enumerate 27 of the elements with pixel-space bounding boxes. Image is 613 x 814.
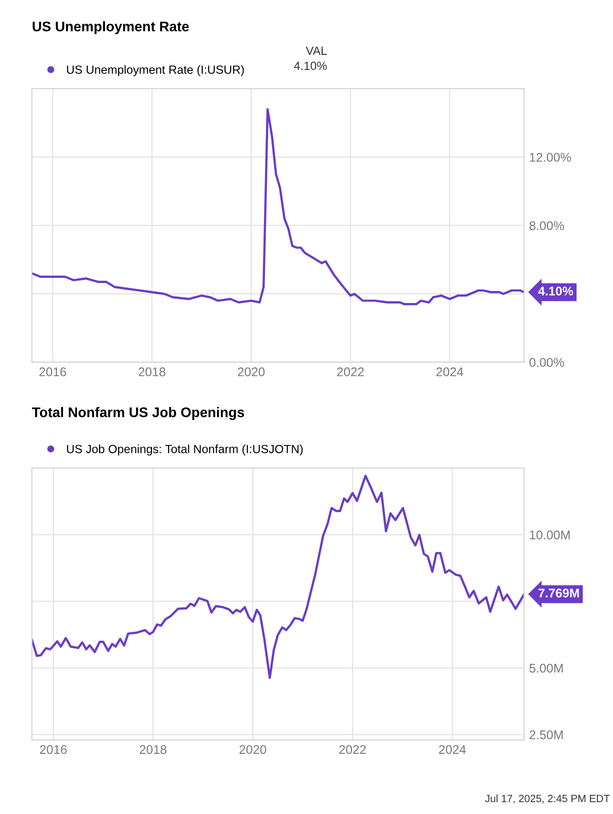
legend-label: US Unemployment Rate (I:USUR)	[67, 65, 244, 76]
x-tick-label: 2020	[238, 367, 265, 376]
x-tick-label: 2022	[339, 745, 366, 754]
text: Jul 17, 2025, 2:45 PM EDT	[485, 794, 610, 804]
x-tick-label: 2016	[40, 745, 67, 754]
legend-label: US Job Openings: Total Nonfarm (I:USJOTN)	[67, 444, 303, 456]
x-tick-label: 2020	[240, 745, 266, 754]
y-tick-label: 5.00M	[529, 664, 563, 673]
x-tick-label: 2022	[337, 367, 364, 376]
chart-title: US Unemployment Rate	[32, 21, 189, 34]
y-tick-label: 0.00%	[529, 358, 564, 367]
y-tick-label: 10.00M	[530, 530, 570, 540]
text: 4.10%	[294, 62, 327, 70]
x-tick-label: 2024	[436, 367, 464, 376]
x-tick-label: 2018	[138, 367, 166, 376]
x-tick-label: 2018	[140, 745, 166, 754]
text: VAL	[306, 46, 327, 55]
annotation: 4.10%	[538, 286, 574, 296]
y-tick-label: 2.50M	[530, 730, 563, 740]
x-tick-label: 2016	[39, 367, 66, 376]
y-tick-label: 12.00%	[530, 152, 571, 162]
chart-title: Total Nonfarm US Job Openings	[32, 407, 244, 420]
y-tick-label: 8.00%	[530, 221, 564, 230]
line-series	[32, 108, 524, 306]
line-series	[32, 474, 524, 679]
x-tick-label: 2024	[439, 745, 466, 754]
annotation: 7.769M	[538, 588, 579, 598]
